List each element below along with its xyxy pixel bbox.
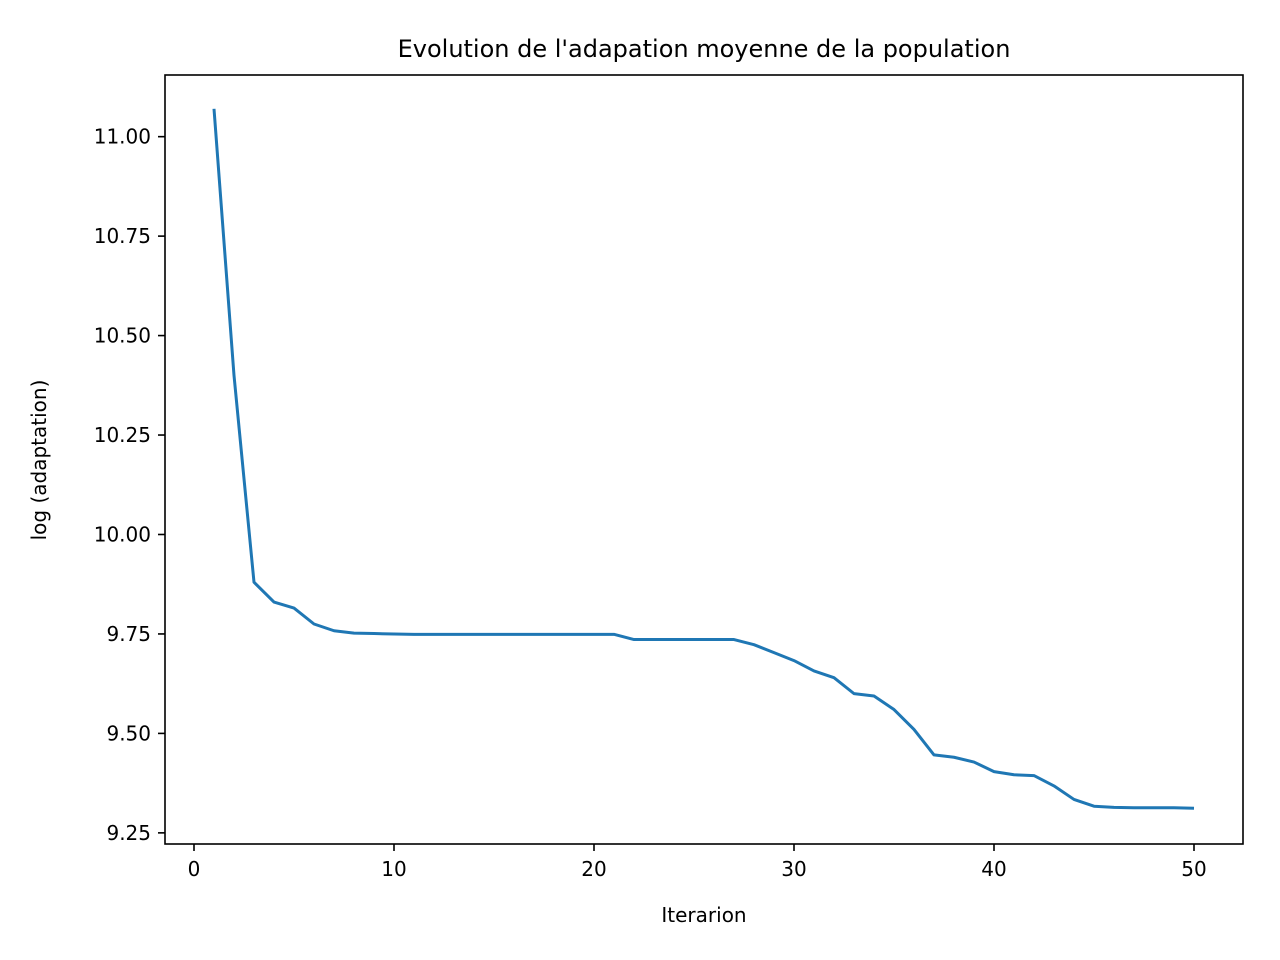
y-tick-label: 10.00 xyxy=(94,522,151,546)
y-tick-label: 9.75 xyxy=(106,622,151,646)
x-tick-label: 0 xyxy=(188,857,201,881)
axis-ticks: 0 10 20 30 40 50 9.25 9.50 9.75 10.00 10.25 10.50 10… xyxy=(94,125,1207,881)
x-tick-label: 10 xyxy=(381,857,406,881)
x-tick-label: 40 xyxy=(981,857,1006,881)
chart-title: Evolution de l'adapation moyenne de la p… xyxy=(398,35,1011,63)
y-tick-label: 9.50 xyxy=(106,721,151,745)
x-axis-label: Iterarion xyxy=(661,903,746,927)
y-tick-label: 10.50 xyxy=(94,324,151,348)
y-tick-label: 9.25 xyxy=(106,821,151,845)
series-group xyxy=(212,108,1195,810)
plot-frame xyxy=(164,74,1244,845)
x-tick-label: 20 xyxy=(581,857,606,881)
y-tick-label: 10.75 xyxy=(94,224,151,248)
x-tick-label: 50 xyxy=(1181,857,1206,881)
y-axis-label: log (adaptation) xyxy=(27,380,51,541)
y-tick-label: 10.25 xyxy=(94,423,151,447)
series-line xyxy=(212,108,1195,810)
y-tick-label: 11.00 xyxy=(94,125,151,149)
x-tick-label: 30 xyxy=(781,857,806,881)
